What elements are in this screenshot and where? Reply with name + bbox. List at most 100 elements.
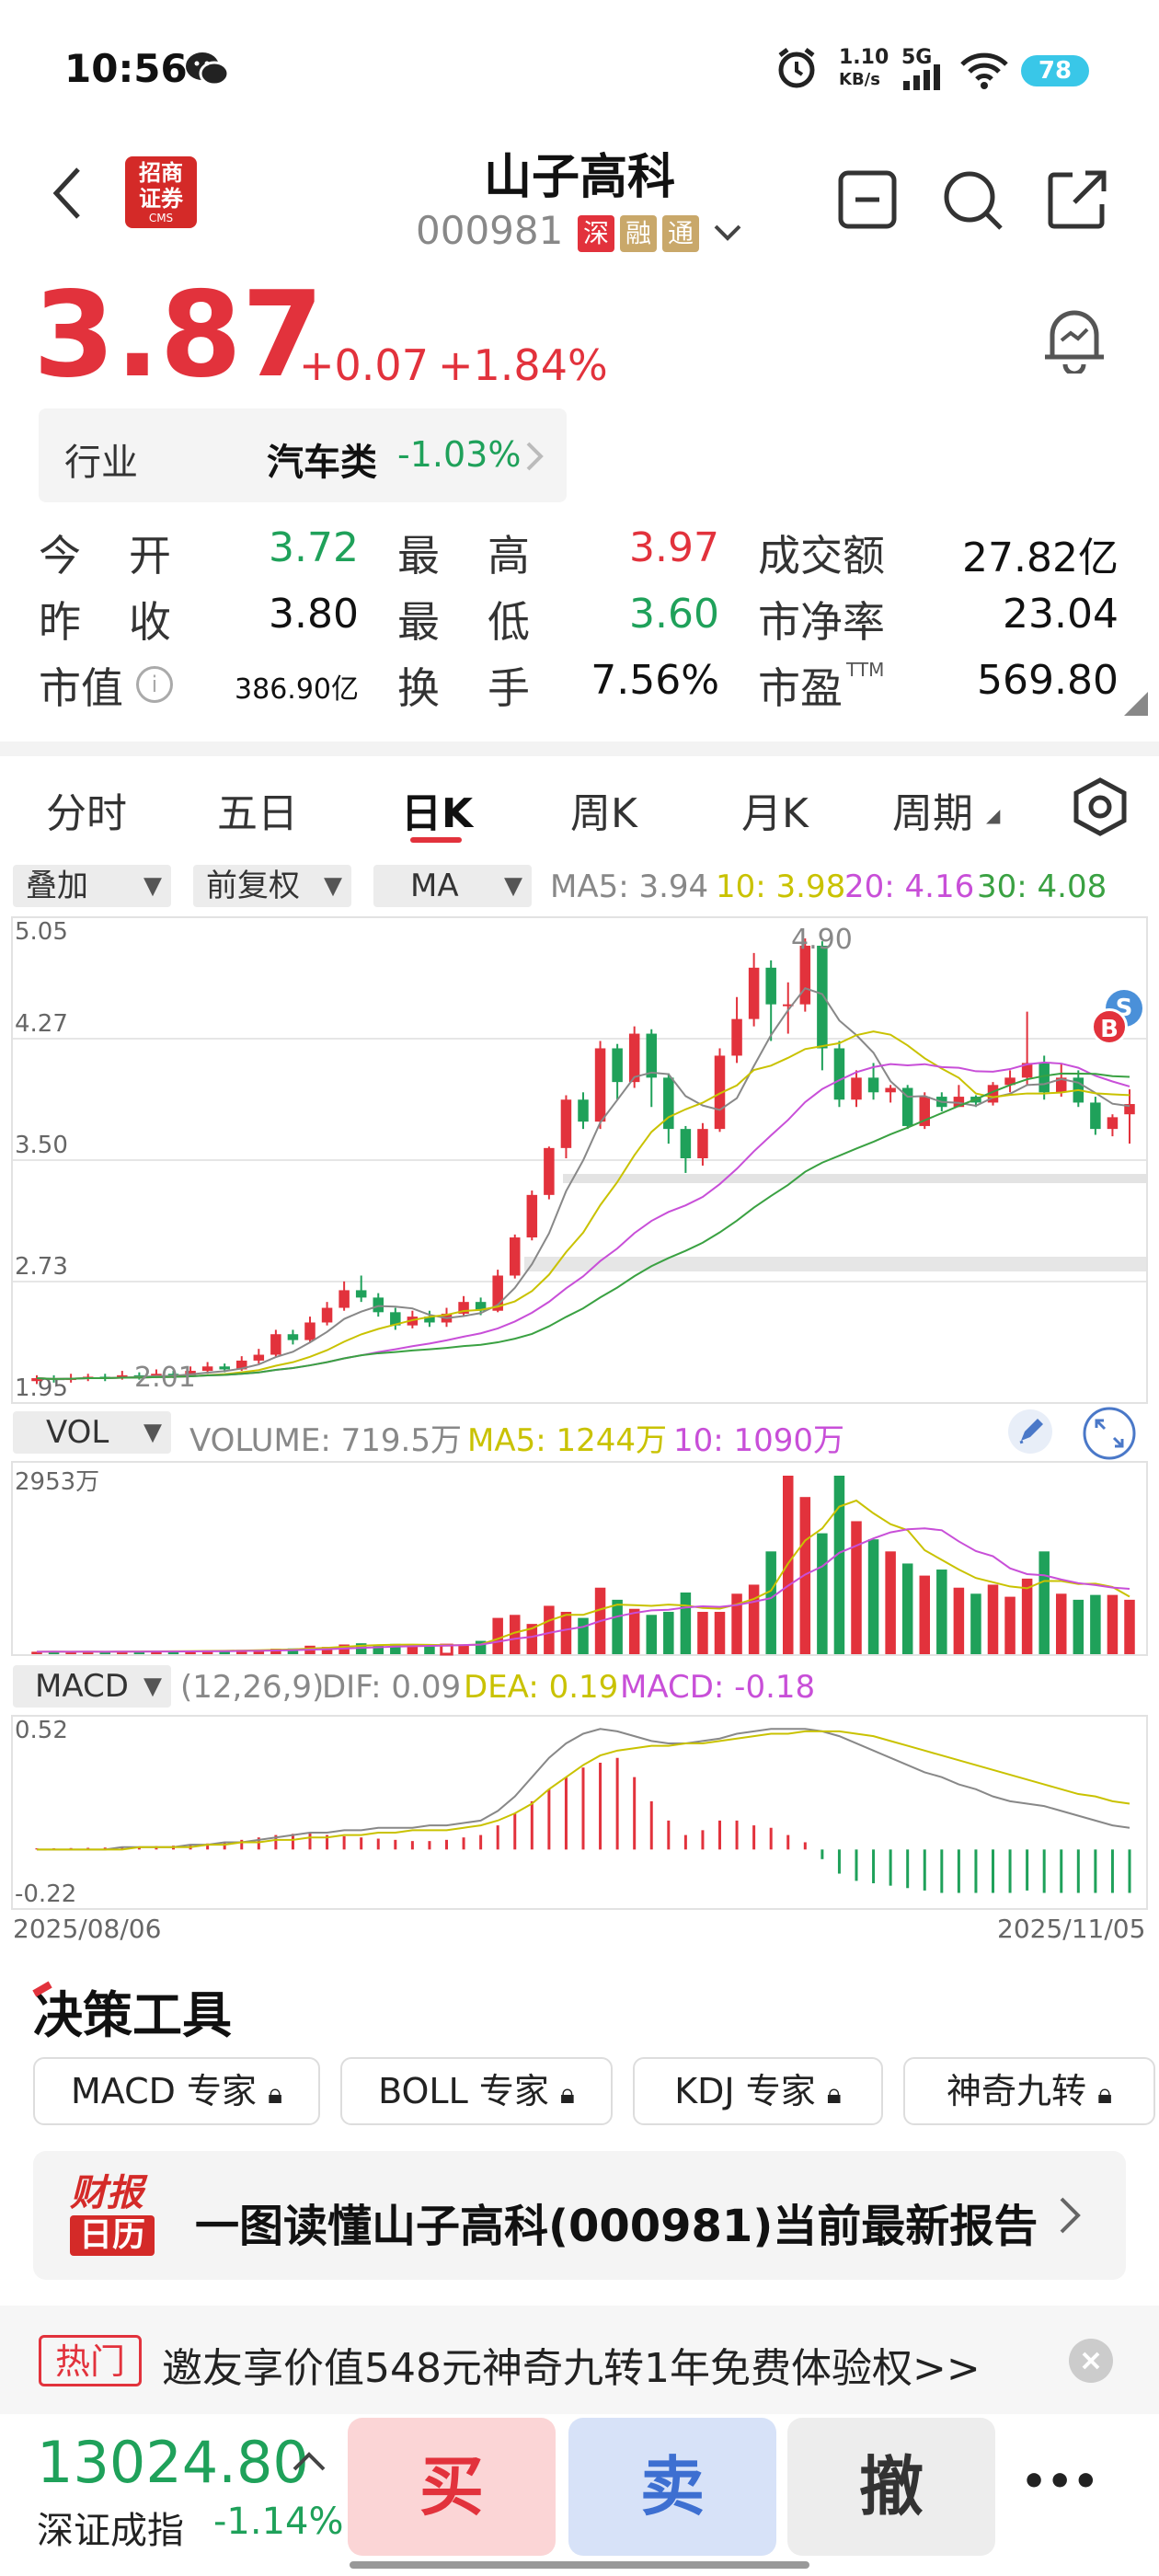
volume-bar (817, 1533, 828, 1654)
report-card[interactable]: 财报 日历 一图读懂山子高科(000981)当前最新报告 (33, 2151, 1126, 2280)
network-type: 5G (901, 46, 933, 69)
macd-dif: DIF: 0.09 (322, 1669, 462, 1706)
search-icon[interactable] (942, 169, 1004, 232)
volume-bar (219, 1650, 230, 1654)
index-value[interactable]: 13024.80 (37, 2429, 309, 2496)
tab-2[interactable]: 日K (401, 790, 474, 837)
candle-body (1004, 1077, 1016, 1086)
tab-4[interactable]: 月K (741, 790, 809, 837)
macd-dropdown[interactable]: MACD ▼ (13, 1665, 171, 1708)
report-text: 一图读懂山子高科(000981)当前最新报告 (195, 2201, 1039, 2252)
candle-body (321, 1307, 333, 1323)
industry-card[interactable]: 行业 汽车类 -1.03% (39, 408, 567, 502)
chevron-right-icon (526, 442, 544, 471)
badge-rong: 融 (620, 215, 657, 252)
promo-text: 邀友享价值548元神奇九转1年免费体验权>> (162, 2345, 981, 2392)
stock-name: 山子高科 (483, 150, 675, 205)
volume-bar (867, 1539, 879, 1654)
candle-body (578, 1099, 589, 1122)
volume-bar (475, 1640, 487, 1654)
volume-value: VOLUME: 719.5万 (189, 1422, 462, 1459)
volume-bar (526, 1624, 538, 1654)
chevron-up-icon[interactable] (291, 2447, 327, 2475)
promo-close-button[interactable] (1069, 2339, 1113, 2383)
lock-icon: 🔒︎ (826, 2078, 842, 2110)
macd-chart-frame[interactable] (11, 1715, 1148, 1910)
ma10-value: 10: 3.98 (716, 868, 846, 905)
tool-boll-expert[interactable]: BOLL 专家 🔒︎ (340, 2057, 613, 2125)
share-icon[interactable] (1045, 167, 1109, 232)
candle-body (1039, 1063, 1050, 1093)
candle-body (953, 1097, 965, 1108)
expand-icon[interactable] (1082, 1406, 1137, 1461)
tab-5[interactable]: 周期 (892, 790, 973, 837)
volume-bar (65, 1651, 76, 1654)
tab-0[interactable]: 分时 (46, 790, 127, 837)
more-button[interactable]: ••• (1021, 2458, 1099, 2505)
stat-value: 7.56% (591, 657, 719, 704)
ma20-value: 20: 4.16 (844, 868, 975, 905)
vol-dropdown[interactable]: VOL ▼ (13, 1411, 171, 1454)
vol-ma5-value: MA5: 1244万 (467, 1422, 668, 1459)
lock-icon: 🔒︎ (268, 2078, 283, 2110)
volume-bar (373, 1645, 384, 1654)
vol-max-label: 2953万 (15, 1468, 100, 1496)
volume-bar (1124, 1599, 1135, 1654)
buy-button[interactable]: 买 (348, 2418, 556, 2556)
volume-bar (151, 1650, 162, 1654)
chevron-down-icon[interactable] (712, 221, 743, 245)
date-start: 2025/08/06 (13, 1914, 162, 1944)
candle-body (31, 1378, 42, 1382)
stat-label: 换 (397, 663, 440, 713)
tool-macd-expert[interactable]: MACD 专家 🔒︎ (33, 2057, 320, 2125)
net-speed-value: 1.10 (839, 46, 889, 69)
cancel-order-button[interactable]: 撤 (787, 2418, 995, 2556)
industry-name: 汽车类 (267, 442, 377, 484)
stat-value: 3.72 (269, 524, 359, 571)
stat-value: 3.97 (629, 524, 719, 571)
overlay-dropdown[interactable]: 叠加 ▼ (13, 865, 171, 907)
stat-label-suffix: 收 (129, 597, 171, 647)
minimize-icon[interactable] (837, 169, 898, 230)
indicator-dropdown[interactable]: MA ▼ (373, 865, 532, 907)
buy-signal-badge[interactable]: B (1091, 1008, 1128, 1045)
grid-line (13, 1281, 1146, 1282)
stat-label: 最 (397, 597, 440, 647)
edit-pencil-button[interactable] (1008, 1409, 1052, 1454)
volume-bar (48, 1651, 60, 1654)
sell-button[interactable]: 卖 (568, 2418, 776, 2556)
volume-bar (560, 1612, 572, 1654)
candle-body (748, 967, 760, 1019)
tool-magic-nine[interactable]: 神奇九转 🔒︎ (903, 2057, 1155, 2125)
candle-body (680, 1129, 692, 1158)
volume-bar (1090, 1594, 1101, 1654)
candle-body (339, 1290, 350, 1308)
candle-body (287, 1334, 299, 1340)
corner-triangle-icon[interactable] (1124, 692, 1148, 716)
volume-bar (201, 1650, 213, 1654)
resistance-band (563, 1174, 1146, 1183)
price-alert-bell-icon[interactable] (1041, 304, 1107, 374)
tab-1[interactable]: 五日 (217, 790, 298, 837)
promo-bar[interactable]: 热门 邀友享价值548元神奇九转1年免费体验权>> (0, 2306, 1159, 2414)
candle-body (304, 1322, 316, 1340)
ma5-line (36, 986, 1130, 1380)
stat-label-suffix: 手 (488, 663, 530, 713)
volume-bar (185, 1650, 196, 1654)
tool-kdj-expert[interactable]: KDJ 专家 🔒︎ (633, 2057, 883, 2125)
settings-hexagon-icon[interactable] (1073, 776, 1128, 837)
stat-value: 386.90亿 (235, 673, 359, 706)
volume-bar (714, 1612, 726, 1654)
back-icon[interactable] (51, 166, 87, 221)
volume-bar (407, 1646, 419, 1654)
info-icon[interactable]: i (136, 666, 173, 703)
vol-chart-frame[interactable] (11, 1461, 1148, 1656)
candle-body (867, 1077, 879, 1093)
broker-logo-line2: 证券 (139, 186, 183, 212)
adjust-dropdown[interactable]: 前复权 ▼ (193, 865, 351, 907)
kline-chart-frame[interactable] (11, 916, 1148, 1404)
pencil-icon (1019, 1419, 1043, 1444)
tab-3[interactable]: 周K (570, 790, 637, 837)
badge-tong: 通 (662, 215, 699, 252)
candle-body (1107, 1117, 1119, 1130)
